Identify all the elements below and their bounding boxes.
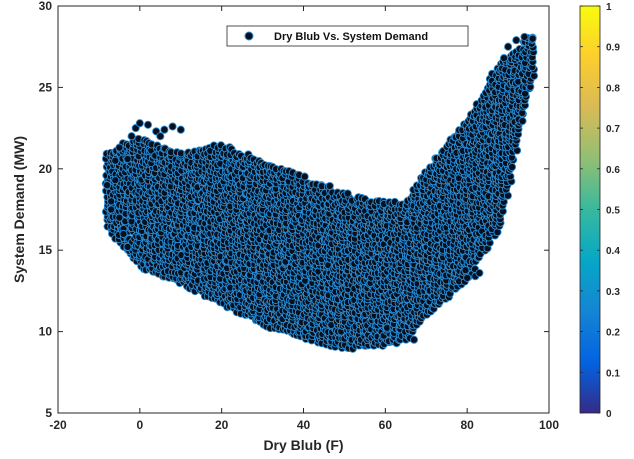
- y-tick-label: 15: [39, 243, 53, 257]
- x-tick-label: 40: [297, 418, 311, 432]
- scatter-point: [115, 213, 124, 222]
- scatter-point: [325, 181, 334, 191]
- x-tick-label: 60: [379, 418, 393, 432]
- x-tick-label: 80: [460, 418, 474, 432]
- colorbar-tick-label: 0.6: [606, 165, 620, 176]
- scatter-point: [343, 189, 352, 198]
- colorbar-tick-label: 0.5: [606, 206, 620, 217]
- scatter-point: [463, 273, 472, 282]
- scatter-point: [156, 132, 165, 141]
- scatter-points: [101, 32, 539, 353]
- scatter-point: [119, 229, 128, 238]
- y-axis-label: System Demand (MW): [11, 136, 27, 283]
- scatter-point: [160, 125, 169, 134]
- legend-marker: [244, 31, 254, 41]
- colorbar-tick-label: 0.1: [606, 368, 620, 379]
- scatter-point: [504, 42, 513, 51]
- colorbar-tick-label: 0.3: [606, 287, 620, 298]
- x-tick-label: 0: [136, 418, 143, 432]
- scatter-point: [115, 143, 124, 152]
- colorbar-tick-label: 0.2: [606, 328, 620, 339]
- scatter-point: [103, 181, 112, 190]
- scatter-point: [107, 205, 116, 214]
- y-tick-label: 10: [39, 325, 53, 339]
- scatter-point: [123, 242, 132, 251]
- x-tick-label: 20: [215, 418, 229, 432]
- legend: Dry Blub Vs. System Demand: [226, 25, 469, 47]
- scatter-point: [168, 122, 177, 131]
- scatter-point: [111, 176, 120, 185]
- legend-entry: Dry Blub Vs. System Demand: [274, 31, 428, 43]
- scatter-point: [475, 268, 484, 278]
- scatter-point: [127, 132, 136, 141]
- scatter-point: [111, 156, 120, 165]
- colorbar-tick-label: 0.8: [606, 83, 620, 94]
- scatter-point: [512, 36, 521, 45]
- scatter-point: [135, 119, 144, 128]
- scatter-point: [409, 335, 419, 344]
- y-tick-label: 5: [45, 406, 52, 420]
- scatter-point: [176, 125, 185, 134]
- scatter-point: [528, 34, 537, 43]
- y-tick-label: 30: [39, 0, 53, 13]
- scatter-point: [518, 116, 527, 126]
- x-axis-label: Dry Blub (F): [263, 437, 343, 453]
- scatter-point: [143, 120, 153, 129]
- colorbar-tick-label: 0.4: [606, 246, 620, 257]
- colorbar-tick-label: 0.9: [606, 43, 620, 54]
- scatter-point: [499, 54, 509, 63]
- scatter-point: [123, 154, 132, 164]
- scatter-point: [300, 172, 309, 181]
- colorbar-tick-label: 1: [606, 2, 612, 13]
- colorbar-tick-label: 0.7: [606, 124, 620, 135]
- x-tick-label: 100: [539, 418, 559, 432]
- colorbar: 0 0.1 0.2 0.3 0.4 0.5 0.6 0.7 0.8 0.9 1: [579, 2, 620, 420]
- colorbar-tick-label: 0: [606, 409, 612, 420]
- y-tick-label: 20: [39, 162, 53, 176]
- scatter-point: [107, 197, 116, 206]
- scatter-point: [520, 32, 529, 41]
- y-tick-label: 25: [39, 80, 53, 94]
- scatter-point: [507, 162, 517, 172]
- x-tick-label: -20: [49, 418, 67, 432]
